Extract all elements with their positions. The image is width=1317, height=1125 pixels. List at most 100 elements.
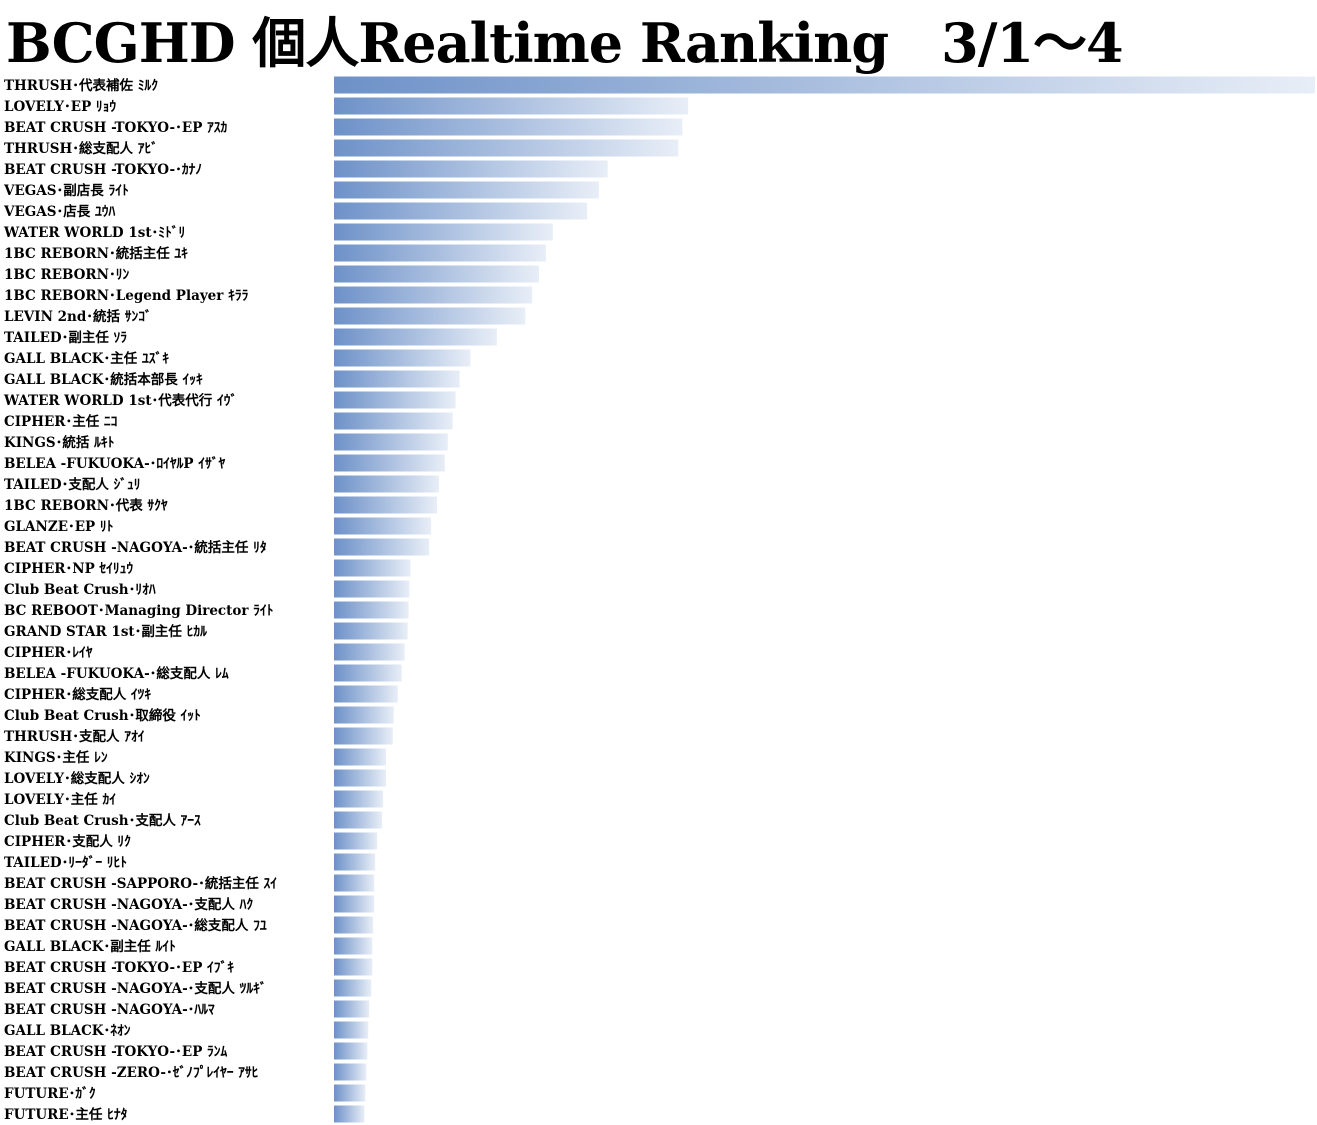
category-label: BEAT CRUSH -ZERO-･ｾﾞﾉﾌﾟﾚｲﾔｰ ｱｻﾋ xyxy=(4,1064,258,1081)
bar xyxy=(334,307,526,325)
category-label: KINGS･主任 ﾚﾝ xyxy=(4,749,108,766)
bar xyxy=(334,916,374,934)
bar xyxy=(334,1063,367,1081)
category-label: BEAT CRUSH -TOKYO-･EP ｱｽｶ xyxy=(4,120,228,136)
bar xyxy=(334,748,386,766)
bar xyxy=(334,202,588,220)
bar xyxy=(334,979,372,997)
category-label: LEVIN 2nd･統括 ｻﾝｺﾞ xyxy=(4,308,152,325)
bar xyxy=(334,790,384,808)
category-label: VEGAS･副店長 ﾗｲﾄ xyxy=(3,182,129,199)
category-label: 1BC REBORN･Legend Player ｷﾗﾗ xyxy=(4,288,249,304)
bars xyxy=(334,76,1315,1123)
category-label: Club Beat Crush･支配人 ｱｰｽ xyxy=(4,812,201,829)
category-label: TAILED･支配人 ｼﾞｭﾘ xyxy=(4,476,141,493)
category-label: BELEA -FUKUOKA-･総支配人 ﾚﾑ xyxy=(4,665,229,682)
category-label: BEAT CRUSH -NAGOYA-･支配人 ﾂﾙｷﾞ xyxy=(4,980,267,997)
bar xyxy=(334,265,539,283)
bar xyxy=(334,223,553,241)
bar xyxy=(334,601,409,619)
category-label: THRUSH･代表補佐 ﾐﾙｸ xyxy=(4,77,158,94)
category-label: BEAT CRUSH -NAGOYA-･ﾊﾙﾏ xyxy=(4,1002,215,1018)
category-label: TAILED･副主任 ｿﾗ xyxy=(4,329,127,346)
bar xyxy=(334,244,546,262)
category-label: BEAT CRUSH -TOKYO-･EP ｲﾌﾞｷ xyxy=(4,959,234,976)
bar xyxy=(334,118,683,136)
category-label: CIPHER･NP ｾｲﾘｭｳ xyxy=(4,561,133,577)
category-label: THRUSH･総支配人 ｱﾋﾞ xyxy=(4,140,158,157)
bar xyxy=(334,622,408,640)
bar xyxy=(334,475,439,493)
bar xyxy=(334,349,471,367)
category-label: 1BC REBORN･統括主任 ﾕｷ xyxy=(4,245,188,262)
category-label: THRUSH･支配人 ｱｵｲ xyxy=(4,728,145,745)
bar xyxy=(334,1042,368,1060)
bar xyxy=(334,1021,369,1039)
bar xyxy=(334,391,456,409)
bar xyxy=(334,1000,370,1018)
bar xyxy=(334,160,608,178)
category-label: KINGS･統括 ﾙｷﾄ xyxy=(4,434,115,451)
category-label: LOVELY･総支配人 ｼｵﾝ xyxy=(4,770,150,787)
category-label: CIPHER･主任 ﾆｺ xyxy=(4,413,118,430)
bar xyxy=(334,685,398,703)
bar xyxy=(334,832,378,850)
category-label: CIPHER･ﾚｲﾔ xyxy=(4,645,93,661)
bar xyxy=(334,853,376,871)
category-label: BEAT CRUSH -NAGOYA-･総支配人 ﾌﾕ xyxy=(4,917,267,934)
category-label: WATER WORLD 1st･ﾐﾄﾞﾘ xyxy=(3,224,185,241)
bar xyxy=(334,412,453,430)
bar xyxy=(334,706,394,724)
category-label: BELEA -FUKUOKA-･ﾛｲﾔﾙP ｲｻﾞﾔ xyxy=(4,455,226,472)
category-label: FUTURE･ｶﾞｸ xyxy=(4,1085,96,1102)
bar xyxy=(334,874,375,892)
chart-title: BCGHD 個人Realtime Ranking 3/1～4 xyxy=(6,11,1124,75)
bar xyxy=(334,580,410,598)
bar xyxy=(334,454,445,472)
category-label: VEGAS･店長 ﾕｳﾊ xyxy=(3,203,115,220)
bar xyxy=(334,139,679,157)
category-label: TAILED･ﾘｰﾀﾞｰ ﾘﾋﾄ xyxy=(4,854,127,871)
bar xyxy=(334,328,497,346)
category-label: LOVELY･主任 ｶｲ xyxy=(4,791,116,808)
bar xyxy=(334,1084,366,1102)
bar xyxy=(334,517,432,535)
bar xyxy=(334,895,375,913)
category-label: GRAND STAR 1st･副主任 ﾋｶﾙ xyxy=(4,623,207,640)
bar xyxy=(334,643,405,661)
bar xyxy=(334,769,386,787)
bar xyxy=(334,1105,365,1123)
bar xyxy=(334,496,437,514)
category-label: GLANZE･EP ﾘﾄ xyxy=(4,519,114,535)
category-label: BC REBOOT･Managing Director ﾗｲﾄ xyxy=(4,603,274,619)
bar xyxy=(334,559,411,577)
bar xyxy=(334,433,448,451)
category-label: Club Beat Crush･取締役 ｲｯﾄ xyxy=(4,707,201,724)
category-label: LOVELY･EP ﾘｮｳ xyxy=(4,99,116,115)
category-label: FUTURE･主任 ﾋﾅﾀ xyxy=(4,1106,128,1123)
bar xyxy=(334,958,373,976)
bar xyxy=(334,664,402,682)
bar xyxy=(334,286,533,304)
category-label: BEAT CRUSH -NAGOYA-･支配人 ﾊｸ xyxy=(4,896,253,913)
category-label: GALL BLACK･主任 ﾕｽﾞｷ xyxy=(4,350,169,367)
bar xyxy=(334,181,599,199)
bar xyxy=(334,811,383,829)
category-label: BEAT CRUSH -SAPPORO-･統括主任 ｽｲ xyxy=(4,875,277,892)
category-label: CIPHER･支配人 ﾘｸ xyxy=(4,833,131,850)
category-label: BEAT CRUSH -TOKYO-･ｶﾅﾉ xyxy=(4,162,202,178)
bar xyxy=(334,937,373,955)
bar xyxy=(334,97,689,115)
category-label: WATER WORLD 1st･代表代行 ｲｳﾞ xyxy=(3,392,237,409)
category-labels: THRUSH･代表補佐 ﾐﾙｸ LOVELY･EP ﾘｮｳ BEAT CRUSH -… xyxy=(3,77,277,1123)
bar xyxy=(334,538,430,556)
bar xyxy=(334,76,1315,94)
category-label: GALL BLACK･統括本部長 ｲｯｷ xyxy=(4,371,203,388)
category-label: BEAT CRUSH -NAGOYA-･統括主任 ﾘﾀ xyxy=(4,539,267,556)
bar xyxy=(334,370,460,388)
bar xyxy=(334,727,393,745)
category-label: BEAT CRUSH -TOKYO-･EP ﾗﾝﾑ xyxy=(4,1044,228,1060)
category-label: 1BC REBORN･ﾘﾝ xyxy=(4,267,129,283)
category-label: CIPHER･総支配人 ｲﾂｷ xyxy=(4,686,151,703)
